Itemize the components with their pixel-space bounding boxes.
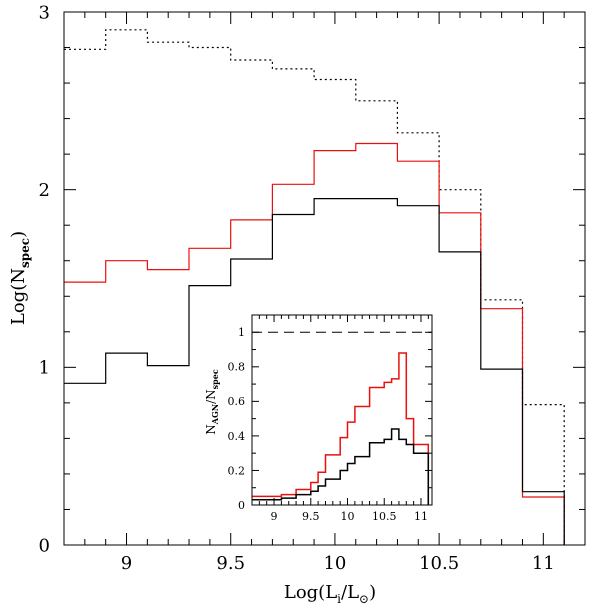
main-x-tick-label: 9.5 [216, 553, 245, 574]
main-y-tick-label: 3 [39, 2, 50, 23]
main-y-tick-label: 1 [39, 358, 50, 379]
main-tick-layer [63, 11, 586, 546]
inset-tick-layer [251, 314, 432, 506]
inset-series-black-line [252, 428, 430, 505]
inset-y-tick-label: 0.8 [228, 361, 246, 374]
inset-y-tick-label: 0.2 [228, 464, 246, 477]
inset-background [252, 315, 432, 505]
inset-x-tick-label: 11 [414, 510, 428, 523]
inset-y-tick-label: 0 [238, 499, 245, 512]
inset-y-tick-label: 1 [238, 326, 245, 339]
inset-plot-frame [251, 314, 433, 506]
inset-x-tick-label: 9 [271, 510, 278, 523]
main-y-tick-label: 2 [39, 180, 50, 201]
inset-y-tick-label: 0.6 [228, 395, 246, 408]
inset-tick-label-layer: 9 9.5 10 10.5 11 0 0.2 0.4 0.6 0.8 1 [228, 326, 428, 523]
main-y-tick-label: 0 [39, 535, 50, 556]
inset-series-layer [252, 331, 432, 505]
inset-x-tick-label: 10.5 [372, 510, 397, 523]
main-series-layer [64, 29, 565, 545]
inset-x-tick-label: 10 [341, 510, 355, 523]
inset-x-tick-label: 9.5 [302, 510, 320, 523]
main-x-tick-label: 11 [532, 553, 555, 574]
main-plot-frame [63, 11, 586, 546]
main-series-black-line [64, 198, 565, 545]
main-x-tick-label: 10 [323, 553, 346, 574]
inset-y-tick-label: 0.4 [228, 430, 246, 443]
main-x-tick-label: 10.5 [419, 553, 459, 574]
inset-series-red-line [252, 352, 430, 505]
main-x-tick-label: 9 [121, 553, 132, 574]
